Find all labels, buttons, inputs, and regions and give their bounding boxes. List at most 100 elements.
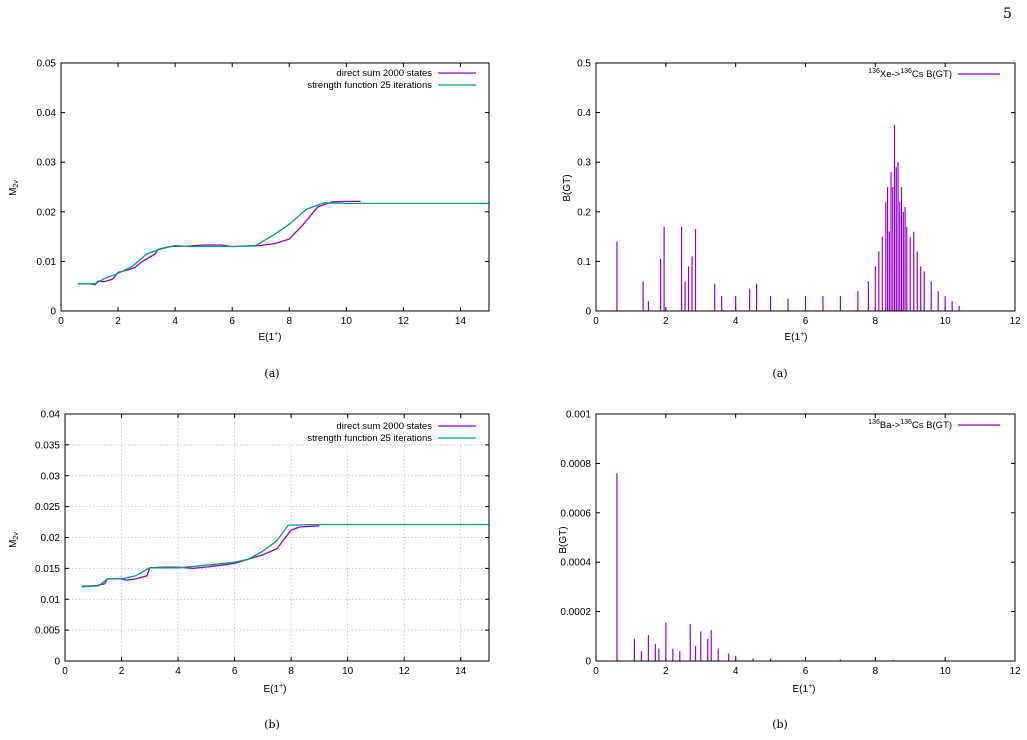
x-tick-label: 8 bbox=[288, 666, 294, 677]
y-tick-label: 0.01 bbox=[37, 257, 57, 268]
chart-c-xlabel: E(1+) bbox=[785, 331, 808, 343]
chart-b-legend-bg bbox=[290, 420, 486, 444]
chart-c-frame bbox=[595, 62, 1016, 312]
y-tick-label: 0.015 bbox=[35, 564, 60, 575]
chart-c-legend: 136Xe->136Cs B(GT) bbox=[868, 68, 1000, 80]
x-tick-label: 14 bbox=[455, 666, 467, 677]
series-line-0 bbox=[81, 525, 320, 587]
x-tick-label: 10 bbox=[940, 316, 952, 327]
chart-a-xlabel: E(1+) bbox=[259, 331, 282, 343]
chart-a-legend: direct sum 2000 states strength function… bbox=[307, 68, 476, 91]
chart-a-legend-label-0: direct sum 2000 states bbox=[336, 68, 432, 79]
x-tick-label: 4 bbox=[175, 666, 181, 677]
chart-b-series bbox=[81, 523, 489, 588]
x-tick-label: 14 bbox=[455, 316, 467, 327]
chart-d-series bbox=[616, 473, 894, 661]
chart-c: B(GT) E(1+) 0 2 4 6 8 10 12 0 0.1 0.2 0.3 0.4 0.5 13… bbox=[562, 59, 1021, 344]
series-line-1 bbox=[78, 202, 489, 285]
chart-d-legend: 136Ba->136Cs B(GT) bbox=[868, 419, 1000, 431]
chart-a: M2v E(1+) 0 2 4 6 8 10 12 14 0 0.01 0.02 0.03 0.04 0.… bbox=[8, 59, 490, 343]
chart-b-frame bbox=[64, 413, 490, 662]
x-tick-label: 12 bbox=[398, 316, 410, 327]
x-tick-label: 6 bbox=[229, 316, 235, 327]
y-tick-label: 0.03 bbox=[37, 158, 57, 169]
y-tick-label: 0.025 bbox=[35, 502, 60, 513]
x-tick-label: 0 bbox=[593, 316, 599, 327]
chart-a-ylabel: M2v bbox=[8, 180, 20, 196]
y-tick-label: 0.04 bbox=[41, 410, 61, 421]
chart-b-ylabel: M2v bbox=[8, 532, 20, 548]
chart-a-ticks: 0 2 4 6 8 10 12 14 0 0.01 0.02 0.03 0.04 0.05 bbox=[37, 59, 489, 327]
chart-b-legend-label-1: strength function 25 iterations bbox=[307, 433, 432, 444]
x-tick-label: 2 bbox=[119, 666, 125, 677]
chart-a-legend-label-1: strength function 25 iterations bbox=[307, 80, 432, 91]
x-tick-label: 0 bbox=[62, 666, 68, 677]
x-tick-label: 6 bbox=[803, 666, 809, 677]
y-tick-label: 0.3 bbox=[577, 158, 591, 169]
x-tick-label: 0 bbox=[58, 316, 64, 327]
chart-b-xlabel: E(1+) bbox=[264, 683, 287, 695]
y-tick-label: 0 bbox=[585, 657, 591, 668]
x-tick-label: 10 bbox=[342, 666, 354, 677]
y-tick-label: 0.03 bbox=[41, 471, 61, 482]
chart-c-ylabel: B(GT) bbox=[562, 174, 573, 201]
page-number: 5 bbox=[1003, 6, 1012, 22]
x-tick-label: 2 bbox=[115, 316, 121, 327]
y-tick-label: 0.5 bbox=[577, 59, 591, 70]
y-tick-label: 0.2 bbox=[577, 207, 591, 218]
chart-a-frame bbox=[60, 62, 490, 312]
y-tick-label: 0.0004 bbox=[560, 558, 591, 569]
y-tick-label: 0 bbox=[585, 307, 591, 318]
x-tick-label: 0 bbox=[593, 666, 599, 677]
chart-b-legend-label-0: direct sum 2000 states bbox=[336, 421, 432, 432]
y-tick-label: 0.0002 bbox=[560, 607, 591, 618]
caption-a-right: (a) bbox=[772, 367, 788, 380]
x-tick-label: 12 bbox=[1009, 666, 1021, 677]
x-tick-label: 10 bbox=[341, 316, 353, 327]
x-tick-label: 8 bbox=[286, 316, 292, 327]
y-tick-label: 0.1 bbox=[577, 257, 591, 268]
y-tick-label: 0.02 bbox=[41, 533, 61, 544]
chart-c-ticks: 0 2 4 6 8 10 12 0 0.1 0.2 0.3 0.4 0.5 bbox=[577, 59, 1021, 328]
y-tick-label: 0.02 bbox=[37, 207, 57, 218]
x-tick-label: 10 bbox=[940, 666, 952, 677]
chart-c-legend-label: 136Xe->136Cs B(GT) bbox=[868, 68, 952, 80]
x-tick-label: 12 bbox=[1009, 316, 1021, 327]
x-tick-label: 4 bbox=[733, 316, 739, 327]
chart-d-ticks: 0 2 4 6 8 10 12 0 0.0002 0.0004 0.0006 0.0008 0.001 bbox=[560, 410, 1021, 678]
y-tick-label: 0.001 bbox=[566, 410, 591, 421]
y-tick-label: 0.04 bbox=[37, 108, 57, 119]
x-tick-label: 2 bbox=[663, 316, 669, 327]
chart-d: B(GT) E(1+) 0 2 4 6 8 10 12 0 0.0002 0.0004 0.0006… bbox=[558, 410, 1021, 696]
chart-b-grid bbox=[65, 413, 489, 661]
y-tick-label: 0.01 bbox=[41, 595, 61, 606]
y-tick-label: 0.05 bbox=[37, 59, 57, 70]
x-tick-label: 12 bbox=[399, 666, 411, 677]
chart-b: M2v E(1+) 0 2 4 6 8 10 12 14 0 0.005 0.01 0.015 0.02… bbox=[8, 410, 490, 695]
chart-d-frame bbox=[595, 413, 1016, 662]
y-tick-label: 0.4 bbox=[577, 108, 591, 119]
x-tick-label: 6 bbox=[803, 316, 809, 327]
y-tick-label: 0.005 bbox=[35, 626, 60, 637]
y-tick-label: 0 bbox=[50, 307, 56, 318]
x-tick-label: 2 bbox=[663, 666, 669, 677]
y-tick-label: 0.0006 bbox=[560, 508, 591, 519]
x-tick-label: 4 bbox=[172, 316, 178, 327]
caption-b-left: (b) bbox=[264, 718, 280, 731]
chart-d-legend-label: 136Ba->136Cs B(GT) bbox=[868, 419, 952, 431]
chart-a-series bbox=[78, 200, 489, 286]
x-tick-label: 8 bbox=[873, 666, 879, 677]
chart-b-legend: direct sum 2000 states strength function… bbox=[290, 420, 486, 444]
y-tick-label: 0.0008 bbox=[560, 459, 591, 470]
x-tick-label: 8 bbox=[873, 316, 879, 327]
caption-b-right: (b) bbox=[772, 718, 788, 731]
series-line-1 bbox=[81, 523, 489, 588]
chart-d-xlabel: E(1+) bbox=[793, 683, 816, 695]
chart-d-ylabel: B(GT) bbox=[558, 526, 569, 553]
y-tick-label: 0 bbox=[54, 657, 60, 668]
x-tick-label: 6 bbox=[232, 666, 238, 677]
caption-a-left: (a) bbox=[264, 367, 280, 380]
y-tick-label: 0.035 bbox=[35, 440, 60, 451]
x-tick-label: 4 bbox=[733, 666, 739, 677]
